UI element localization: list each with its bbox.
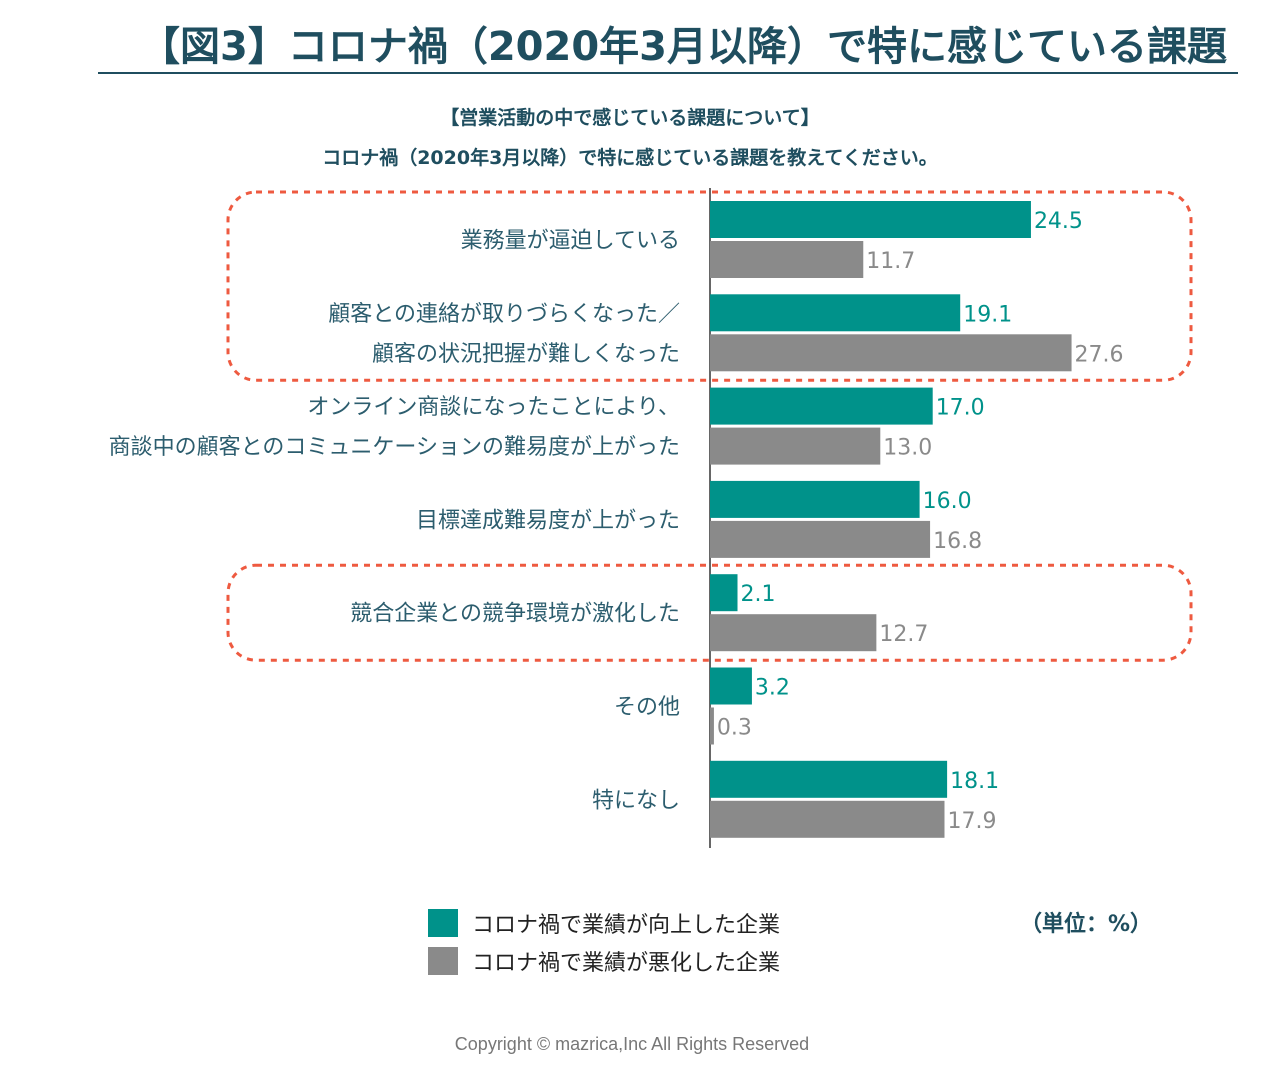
category-label: 顧客との連絡が取りづらくなった／ bbox=[328, 302, 680, 327]
category-label: 顧客の状況把握が難しくなった bbox=[372, 342, 680, 367]
bar-worsened bbox=[710, 427, 881, 465]
bar-improved bbox=[710, 387, 933, 425]
data-label-improved: 17.0 bbox=[936, 396, 985, 421]
category-label: その他 bbox=[614, 695, 680, 720]
unit-note: （単位：%） bbox=[1020, 912, 1153, 937]
bar-improved bbox=[710, 760, 948, 798]
bar-chart: 業務量が逼迫している 24.5 11.7 顧客との連絡が取りづらくなった／ 顧客の状況把… bbox=[109, 188, 1193, 848]
question-heading: 【営業活動の中で感じている課題について】 bbox=[440, 107, 820, 129]
data-label-worsened: 12.7 bbox=[879, 622, 928, 647]
bar-worsened bbox=[710, 520, 931, 558]
bar-improved bbox=[710, 574, 738, 612]
category-label: 特になし bbox=[592, 788, 680, 813]
question-text: コロナ禍（2020年3月以降）で特に感じている課題を教えてください。 bbox=[322, 147, 938, 169]
page-title: 【図3】コロナ禍（2020年3月以降）で特に感じている課題 bbox=[140, 24, 1227, 70]
data-label-improved: 16.0 bbox=[923, 489, 972, 514]
data-label-worsened: 11.7 bbox=[866, 249, 915, 274]
bar-improved bbox=[710, 294, 961, 332]
bar-worsened bbox=[710, 614, 877, 652]
legend-item-improved: コロナ禍で業績が向上した企業 bbox=[428, 904, 780, 942]
category-label: 競合企業との競争環境が激化した bbox=[350, 602, 680, 627]
bar-improved bbox=[710, 480, 920, 518]
category-label: 商談中の顧客とのコミュニケーションの難易度が上がった bbox=[109, 435, 680, 460]
category-label: オンライン商談になったことにより、 bbox=[307, 395, 680, 420]
data-label-worsened: 13.0 bbox=[883, 436, 932, 461]
title-underline bbox=[98, 72, 1238, 74]
data-label-improved: 19.1 bbox=[963, 302, 1012, 327]
bar-worsened bbox=[710, 241, 864, 278]
category-label: 業務量が逼迫している bbox=[461, 229, 680, 254]
legend-label-improved: コロナ禍で業績が向上した企業 bbox=[472, 913, 781, 938]
category-label: 目標達成難易度が上がった bbox=[416, 508, 680, 533]
bar-worsened bbox=[710, 707, 714, 745]
data-label-worsened: 0.3 bbox=[717, 716, 752, 741]
data-label-improved: 24.5 bbox=[1034, 209, 1083, 234]
highlight-box-2 bbox=[226, 563, 1193, 662]
data-label-improved: 18.1 bbox=[950, 769, 999, 794]
legend-label-worsened: コロナ禍で業績が悪化した企業 bbox=[472, 951, 781, 976]
bar-worsened bbox=[710, 334, 1072, 372]
legend-swatch-worsened bbox=[428, 947, 458, 975]
data-label-worsened: 17.9 bbox=[947, 809, 996, 834]
bar-worsened bbox=[710, 800, 945, 838]
bar-improved bbox=[710, 201, 1031, 238]
data-label-improved: 2.1 bbox=[741, 582, 776, 607]
data-label-worsened: 27.6 bbox=[1075, 342, 1124, 367]
legend-swatch-improved bbox=[428, 909, 458, 937]
data-label-worsened: 16.8 bbox=[933, 529, 982, 554]
legend-item-worsened: コロナ禍で業績が悪化した企業 bbox=[428, 942, 780, 980]
copyright: Copyright © mazrica,Inc All Rights Reser… bbox=[454, 1034, 810, 1054]
legend: コロナ禍で業績が向上した企業 コロナ禍で業績が悪化した企業 bbox=[428, 904, 780, 980]
bar-improved bbox=[710, 667, 752, 705]
data-label-improved: 3.2 bbox=[755, 676, 790, 701]
